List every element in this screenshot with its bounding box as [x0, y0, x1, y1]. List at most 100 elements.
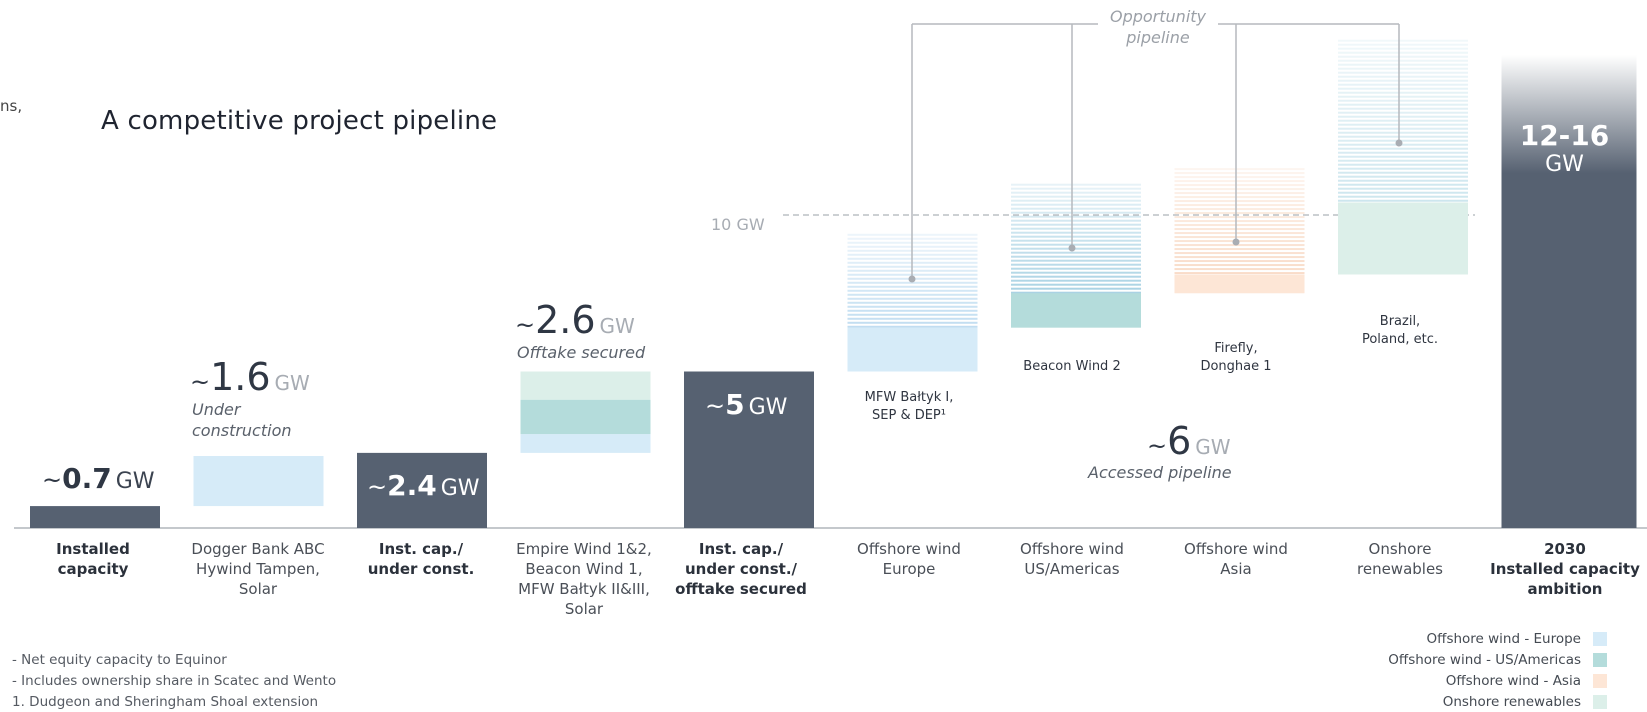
opportunity-stripes-asia: [1174, 268, 1305, 271]
opportunity-stripes-americas: [1011, 203, 1141, 206]
opportunity-stripes-europe: [847, 285, 978, 288]
legend-swatch: [1593, 695, 1607, 709]
opportunity-stripes-asia: [1174, 180, 1305, 183]
opportunity-stripes-onshore: [1338, 75, 1468, 78]
opportunity-stripes-europe: [847, 293, 978, 296]
opportunity-stripes-onshore: [1338, 91, 1468, 94]
legend-item-europe: Offshore wind - Europe: [1427, 631, 1607, 647]
opportunity-stripes-asia: [1174, 228, 1305, 231]
opportunity-stripes-asia: [1174, 240, 1305, 243]
opportunity-stripes-onshore: [1338, 71, 1468, 74]
opportunity-stripes-onshore: [1338, 159, 1468, 162]
legend-swatch: [1593, 674, 1607, 688]
project-label-onshore: Brazil, Poland, etc.: [1361, 314, 1439, 347]
opportunity-stripes-americas: [1011, 231, 1141, 234]
opportunity-stripes-onshore: [1338, 135, 1468, 138]
opportunity-stripes-americas: [1011, 227, 1141, 230]
opportunity-stripes-onshore: [1338, 51, 1468, 54]
opportunity-stripes-americas: [1011, 287, 1141, 290]
opportunity-stripes-asia: [1174, 260, 1305, 263]
opportunity-stripes-europe: [847, 313, 978, 316]
bar-inst-under-const: [357, 452, 487, 528]
project-label-asia: Firefly, Donghae 1: [1200, 341, 1272, 374]
opportunity-stripes-onshore: [1338, 131, 1468, 134]
opportunity-stripes-onshore: [1338, 195, 1468, 198]
bar-installed-capacity: [30, 506, 160, 528]
opportunity-stripes-onshore: [1338, 127, 1468, 130]
category-label: Onshore renewables: [1357, 540, 1443, 578]
category-label: 2030 Installed capacity ambition: [1490, 540, 1640, 598]
value-label-accessed-pipeline: ~6 GW: [1147, 419, 1231, 463]
opportunity-stripes-asia: [1174, 216, 1305, 219]
bar-offtake-americas: [520, 399, 651, 435]
opportunity-stripes-asia: [1174, 256, 1305, 259]
value-label-inst-under-const: ~2.4 GW: [367, 469, 480, 502]
opportunity-stripes-onshore: [1338, 87, 1468, 90]
legend-item-americas: Offshore wind - US/Americas: [1388, 652, 1607, 668]
bracket-dot: [1068, 244, 1076, 252]
opportunity-stripes-onshore: [1338, 119, 1468, 122]
category-label: Inst. cap./ under const.: [367, 540, 475, 578]
bar-offtake-secured-total: [684, 371, 814, 528]
opportunity-stripes-asia: [1174, 184, 1305, 187]
opportunity-stripes-europe: [847, 325, 978, 328]
opportunity-stripes-americas: [1011, 191, 1141, 194]
opportunity-stripes-americas: [1011, 267, 1141, 270]
opportunity-stripes-asia: [1174, 224, 1305, 227]
note-accessed-pipeline: Accessed pipeline: [1088, 463, 1232, 482]
opportunity-stripes-onshore: [1338, 115, 1468, 118]
clipped-text: ns,: [0, 97, 23, 115]
opportunity-stripes-europe: [847, 305, 978, 308]
opportunity-stripes-onshore: [1338, 95, 1468, 98]
opportunity-stripes-europe: [847, 289, 978, 292]
category-label: Empire Wind 1&2, Beacon Wind 1, MFW Bałt…: [516, 540, 652, 618]
opportunity-stripes-americas: [1011, 235, 1141, 238]
opportunity-stripes-asia: [1174, 264, 1305, 267]
project-label-europe: MFW Bałtyk I, SEP & DEP¹: [864, 390, 954, 423]
value-label-offtake: ~2.6 GW: [515, 298, 635, 342]
opportunity-stripes-onshore: [1338, 163, 1468, 166]
opportunity-stripes-americas: [1011, 251, 1141, 254]
legend-item-asia: Offshore wind - Asia: [1446, 673, 1607, 689]
opportunity-stripes-onshore: [1338, 167, 1468, 170]
category-label: Dogger Bank ABC Hywind Tampen, Solar: [191, 540, 325, 598]
chart-title: A competitive project pipeline: [101, 106, 498, 136]
opportunity-stripes-asia: [1174, 220, 1305, 223]
opportunity-stripes-onshore: [1338, 83, 1468, 86]
opportunity-stripes-onshore: [1338, 39, 1468, 42]
footnote: 1. Dudgeon and Sheringham Shoal extensio…: [12, 694, 319, 710]
opportunity-stripes-onshore: [1338, 111, 1468, 114]
opportunity-stripes-onshore: [1338, 123, 1468, 126]
opportunity-stripes-europe: [847, 297, 978, 300]
opportunity-stripes-americas: [1011, 183, 1141, 186]
opportunity-stripes-onshore: [1338, 179, 1468, 182]
opportunity-stripes-onshore: [1338, 187, 1468, 190]
opportunity-stripes-americas: [1011, 283, 1141, 286]
opportunity-stripes-americas: [1011, 219, 1141, 222]
opportunity-stripes-onshore: [1338, 175, 1468, 178]
opportunity-stripes-americas: [1011, 207, 1141, 210]
bracket-dot: [1232, 238, 1240, 246]
legend-swatch: [1593, 653, 1607, 667]
legend-swatch: [1593, 632, 1607, 646]
opportunity-stripes-americas: [1011, 187, 1141, 190]
opportunity-stripes-americas: [1011, 223, 1141, 226]
opportunity-stripes-americas: [1011, 291, 1141, 294]
opportunity-stripes-onshore: [1338, 103, 1468, 106]
bar-offtake-europe: [520, 434, 651, 453]
opportunity-stripes-onshore: [1338, 183, 1468, 186]
opportunity-stripes-asia: [1174, 208, 1305, 211]
note-under-construction: Under construction: [192, 400, 292, 440]
value-label-under-construction: ~1.6 GW: [190, 355, 310, 399]
opportunity-stripes-onshore: [1338, 139, 1468, 142]
bar-offtake-onshore: [520, 371, 651, 400]
opportunity-stripes-onshore: [1338, 143, 1468, 146]
opportunity-stripes-onshore: [1338, 63, 1468, 66]
opportunity-stripes-asia: [1174, 244, 1305, 247]
bracket-dot: [1395, 139, 1403, 147]
opportunity-stripes-americas: [1011, 279, 1141, 282]
bar-accessed-asia: [1174, 274, 1305, 294]
opportunity-stripes-onshore: [1338, 155, 1468, 158]
category-label: Inst. cap./ under const./ offtake secure…: [675, 540, 807, 598]
bar-accessed-americas: [1011, 293, 1141, 328]
